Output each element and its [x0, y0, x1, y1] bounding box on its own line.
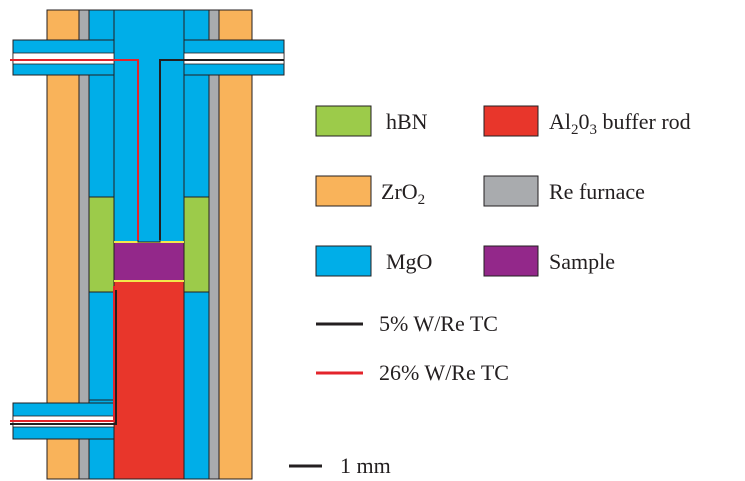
tc-wire-5-bottom — [10, 290, 117, 425]
al2o3-buffer-rod — [113, 280, 185, 480]
legend-swatch-sample — [483, 245, 539, 277]
mgo-sleeve-left-upper — [88, 9, 115, 198]
legend-label-hbn: hBN — [386, 109, 428, 134]
mgo-sleeve-right-lower — [183, 291, 210, 480]
tc-wire-26-top — [10, 59, 139, 240]
mgo-sleeve-right-upper — [183, 9, 210, 198]
legend-swatch-al2o3 — [483, 105, 539, 137]
insulator-top-right — [183, 52, 285, 65]
legend-label-tc26: 26% W/Re TC — [379, 360, 509, 385]
legend-swatch-zro2 — [315, 175, 372, 207]
legend-swatch-hbn — [315, 105, 372, 137]
tc-wire-5-top — [159, 59, 284, 240]
legend-label-al2o3: Al203 buffer rod — [549, 109, 691, 138]
scale-label: 1 mm — [340, 453, 391, 478]
legend-label-zro2: ZrO2 — [381, 179, 426, 208]
insulator-top-left — [12, 52, 115, 65]
legend-label-re: Re furnace — [549, 179, 645, 204]
legend-label-tc5: 5% W/Re TC — [379, 311, 498, 336]
mgo-sleeve-left-lower — [88, 291, 115, 480]
hbn-sleeve-right — [183, 196, 210, 293]
legend-label-mgo: MgO — [386, 249, 433, 274]
legend-swatch-re — [483, 175, 539, 207]
tc-wire-26-bottom — [10, 286, 115, 422]
legend-label-sample: Sample — [549, 249, 615, 274]
hbn-sleeve-left — [88, 196, 115, 293]
re-furnace-right — [208, 9, 220, 480]
sample — [113, 241, 185, 282]
legend-swatch-mgo — [315, 245, 372, 277]
zro2-sleeve-right — [218, 9, 253, 480]
zro2-sleeve-left — [46, 9, 80, 480]
